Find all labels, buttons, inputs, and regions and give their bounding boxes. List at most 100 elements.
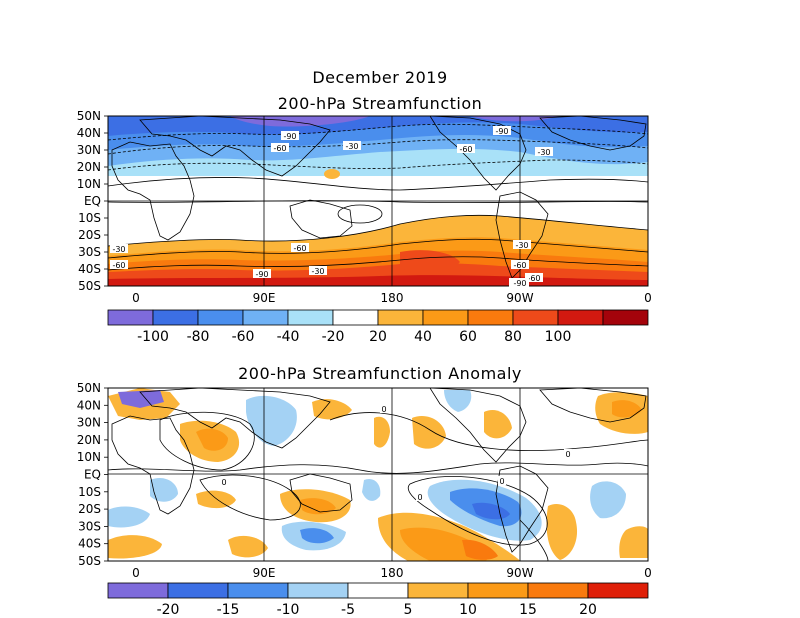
colorbar-tick-label: -60: [232, 329, 255, 345]
contour-label: -60: [513, 261, 526, 270]
contour-label-bg: [110, 260, 128, 269]
contour-label: -60: [273, 144, 286, 153]
contour-label: -90: [255, 270, 268, 279]
contour-label-bg: [564, 449, 572, 458]
lon-tick-label: 0: [132, 291, 140, 305]
colorbar-tick-label: -20: [322, 329, 345, 345]
grid-bottom: [108, 388, 648, 561]
colorbar-tick-label: 40: [414, 329, 432, 345]
colorbar-tick-label: -20: [157, 602, 180, 618]
colorbar-swatch: [602, 309, 649, 326]
colorbar-swatch: [107, 582, 169, 599]
colorbar-tick-label: 60: [459, 329, 477, 345]
lon-tick-label: 90E: [253, 566, 276, 580]
colorbar-swatch: [347, 582, 409, 599]
contour-label-bg: [253, 269, 271, 278]
lat-tick-label: 50S: [78, 554, 101, 568]
contour-label: 0: [221, 478, 226, 487]
colorbar-tick-label: 20: [369, 329, 387, 345]
contour-label-bg: [457, 144, 475, 153]
colorbar-tick-label: 80: [504, 329, 522, 345]
main-title: December 2019: [312, 68, 448, 87]
lat-tick-label: 10N: [77, 450, 101, 464]
contour-label: 0: [565, 450, 570, 459]
colorbar-swatch: [512, 309, 559, 326]
colorbar-top: -100 -80 -60 -40 -20 20 40 60 80 100: [107, 309, 649, 345]
lat-tick-label: 50N: [77, 381, 101, 395]
lat-tick-label: 40S: [78, 262, 101, 276]
colorbar-swatch: [377, 309, 424, 326]
colorbar-swatch: [587, 582, 649, 599]
contour-label-bg: [309, 266, 327, 275]
contour-label: -90: [283, 132, 296, 141]
contour-label: 0: [381, 405, 386, 414]
contour-label: 0: [499, 477, 504, 486]
lat-tick-label: 30S: [78, 245, 101, 259]
lon-tick-label: 90W: [506, 291, 533, 305]
colorbar-tick-label: 10: [459, 602, 477, 618]
colorbar-tick-label: -10: [277, 602, 300, 618]
colorbar-swatch: [227, 582, 289, 599]
contour-label: -30: [311, 267, 324, 276]
colorbar-swatch: [152, 309, 199, 326]
lat-tick-label: EQ: [84, 468, 101, 482]
lat-tick-label: 50S: [78, 279, 101, 293]
contour-label: -30: [112, 245, 125, 254]
bottom-panel-title: 200-hPa Streamfunction Anomaly: [238, 364, 522, 383]
colorbar-tick-label: 15: [519, 602, 537, 618]
contour-label-bg: [281, 131, 299, 140]
colorbar-tick-label: 100: [545, 329, 572, 345]
grid-top: [108, 116, 648, 286]
top-panel-title: 200-hPa Streamfunction: [277, 94, 483, 113]
contour-label-bg: [498, 476, 506, 485]
contour-label-bg: [511, 278, 529, 287]
lon-axis-top: 0 90E 180 90W 0: [132, 291, 652, 305]
colorbar-tick-label: -100: [137, 329, 169, 345]
lat-tick-label: EQ: [84, 194, 101, 208]
contour-label: -90: [513, 279, 526, 288]
colorbar-swatch: [557, 309, 604, 326]
lon-tick-label: 90W: [506, 566, 533, 580]
lon-tick-label: 0: [132, 566, 140, 580]
contour-label-bg: [513, 240, 531, 249]
lon-tick-label: 180: [381, 566, 404, 580]
colorbar-swatch: [167, 582, 229, 599]
contour-label-bg: [511, 260, 529, 269]
contour-label-bg: [343, 141, 361, 150]
contour-label: -90: [495, 127, 508, 136]
lon-tick-label: 180: [381, 291, 404, 305]
contour-label-bg: [535, 147, 553, 156]
colorbar-swatch: [467, 582, 529, 599]
contour-label-bg: [493, 126, 511, 135]
colorbar-swatch: [407, 582, 469, 599]
contour-label: -60: [527, 274, 540, 283]
lat-tick-label: 10S: [78, 485, 101, 499]
contour-label: -30: [537, 148, 550, 157]
lat-tick-label: 20N: [77, 433, 101, 447]
lon-tick-label: 0: [644, 566, 652, 580]
lat-tick-label: 30N: [77, 143, 101, 157]
colorbar-tick-label: 20: [579, 602, 597, 618]
colorbar-swatch: [527, 582, 589, 599]
lat-tick-label: 50N: [77, 109, 101, 123]
lat-axis-bottom: 50N 40N 30N 20N 10N EQ 10S 20S 30S 40S 50S: [77, 381, 108, 568]
contour-label-bg: [416, 492, 424, 501]
lat-tick-label: 10S: [78, 211, 101, 225]
lat-tick-label: 40N: [77, 398, 101, 412]
contour-label-bg: [291, 243, 309, 252]
contour-label: -30: [345, 142, 358, 151]
lon-axis-bottom: 0 90E 180 90W 0: [132, 566, 652, 580]
colorbar-swatch: [287, 582, 349, 599]
lat-tick-label: 40S: [78, 537, 101, 551]
colorbar-tick-label: -5: [341, 602, 355, 618]
contour-label: -60: [293, 244, 306, 253]
contour-label-bg: [220, 477, 228, 486]
streamfunction-fill: [108, 116, 648, 286]
coastlines-bottom: [111, 388, 647, 553]
colorbar-swatch: [107, 309, 154, 326]
contour-label: -30: [515, 241, 528, 250]
lat-tick-label: 20S: [78, 502, 101, 516]
lat-tick-label: 30N: [77, 416, 101, 430]
colorbar-swatch: [287, 309, 334, 326]
